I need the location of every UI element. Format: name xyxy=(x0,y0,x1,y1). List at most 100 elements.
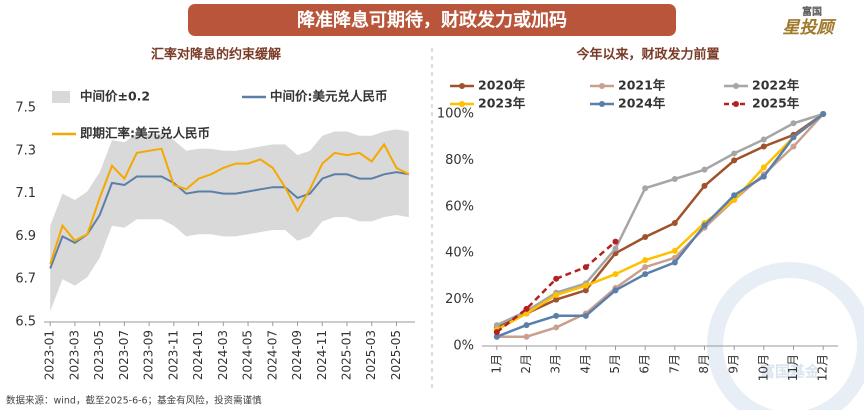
point xyxy=(642,257,649,264)
legend-marker xyxy=(599,101,605,107)
x-tick-label: 8月 xyxy=(697,354,711,374)
legend-label: 2024年 xyxy=(618,96,666,111)
legend-marker xyxy=(733,101,739,107)
x-tick-label: 12月 xyxy=(816,354,830,381)
y-tick-label: 40% xyxy=(445,246,474,261)
y-tick-label: 6.9 xyxy=(15,229,36,244)
point xyxy=(523,322,530,329)
legend-label: 2021年 xyxy=(618,78,666,93)
x-tick-label: 2023-09 xyxy=(142,330,156,380)
point xyxy=(642,233,649,240)
watermark: 富国基金 xyxy=(760,363,821,381)
x-tick-label: 11月 xyxy=(786,354,800,381)
x-tick-label: 2024-05 xyxy=(241,330,255,380)
y-tick-label: 20% xyxy=(445,292,474,307)
point xyxy=(671,259,678,266)
point xyxy=(701,182,708,189)
point xyxy=(523,333,530,340)
x-tick-label: 2024-07 xyxy=(265,330,279,380)
legend-swatch xyxy=(52,91,70,103)
x-tick-label: 2023-07 xyxy=(117,330,131,380)
point xyxy=(642,271,649,278)
band-area xyxy=(50,129,409,312)
series-line xyxy=(496,113,824,338)
x-tick-label: 2023-01 xyxy=(43,330,57,380)
point xyxy=(760,173,767,180)
point xyxy=(612,271,619,278)
x-tick-label: 2025-05 xyxy=(389,330,403,380)
point xyxy=(612,245,619,252)
series-line xyxy=(49,142,410,265)
series-line xyxy=(496,113,824,331)
series-line xyxy=(496,112,824,329)
x-tick-label: 7月 xyxy=(667,354,681,374)
point xyxy=(582,282,589,289)
point xyxy=(612,287,619,294)
logo: 星投顾 xyxy=(783,18,837,38)
legend-marker xyxy=(459,101,465,107)
point xyxy=(553,324,560,331)
point xyxy=(582,312,589,319)
series-line xyxy=(496,112,824,327)
x-tick-label: 2023-11 xyxy=(166,330,180,380)
x-tick-label: 2025-03 xyxy=(364,330,378,380)
y-tick-label: 6.7 xyxy=(15,272,36,287)
point xyxy=(493,322,500,329)
y-tick-label: 100% xyxy=(437,107,474,122)
point xyxy=(612,238,619,245)
point xyxy=(582,264,589,271)
point xyxy=(553,296,560,303)
point xyxy=(731,157,738,164)
y-tick-label: 80% xyxy=(445,153,474,168)
x-tick-label: 1月 xyxy=(489,354,503,374)
watermark-ring xyxy=(707,262,864,410)
x-tick-label: 4月 xyxy=(578,354,592,374)
point xyxy=(553,312,560,319)
legend-label: 即期汇率:美元兑人民币 xyxy=(80,126,210,141)
legend-label: 2023年 xyxy=(478,96,526,111)
x-tick-label: 10月 xyxy=(756,354,770,381)
point xyxy=(701,166,708,173)
legend-marker xyxy=(599,83,605,89)
legend-marker xyxy=(733,83,739,89)
y-tick-label: 6.5 xyxy=(15,315,36,330)
point xyxy=(671,220,678,227)
point xyxy=(642,264,649,271)
x-tick-label: 2025-01 xyxy=(339,330,353,380)
point xyxy=(760,164,767,171)
point xyxy=(820,111,827,117)
point xyxy=(760,143,767,150)
point xyxy=(790,143,797,150)
point xyxy=(582,287,589,294)
point xyxy=(523,305,530,312)
point xyxy=(731,150,738,157)
point xyxy=(553,291,560,298)
legend-label: 中间价±0.2 xyxy=(80,89,150,104)
point xyxy=(493,329,500,336)
point xyxy=(493,333,500,340)
y-tick-label: 7.1 xyxy=(15,186,36,201)
legend-label: 2020年 xyxy=(478,78,526,93)
title-banner xyxy=(188,4,676,36)
legend-label: 2025年 xyxy=(752,96,800,111)
x-tick-label: 5月 xyxy=(608,354,622,374)
legend-label: 中间价:美元兑人民币 xyxy=(270,89,388,104)
x-tick-label: 6月 xyxy=(638,354,652,374)
x-tick-label: 2024-11 xyxy=(315,330,329,380)
legend-marker xyxy=(459,83,465,89)
y-tick-label: 60% xyxy=(445,199,474,214)
y-tick-label: 0% xyxy=(453,339,474,354)
series-line xyxy=(49,171,409,269)
x-tick-label: 2024-03 xyxy=(216,330,230,380)
y-tick-label: 7.3 xyxy=(15,143,36,158)
point xyxy=(523,310,530,317)
x-tick-label: 2月 xyxy=(519,354,533,374)
point xyxy=(553,275,560,282)
logo-top: 富国 xyxy=(802,5,822,18)
x-tick-label: 2023-05 xyxy=(92,330,106,380)
legend-label: 2022年 xyxy=(752,78,800,93)
point xyxy=(701,222,708,229)
point xyxy=(760,136,767,143)
x-tick-label: 2024-09 xyxy=(290,330,304,380)
